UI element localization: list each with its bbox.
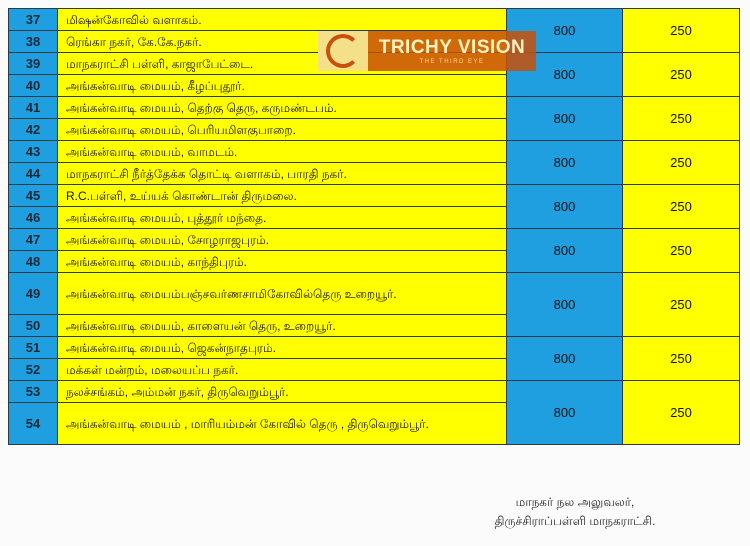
location-cell: அங்கன்வாடி மையம், கீழப்புதூர். (57, 74, 507, 97)
value-cell-1: 800 (506, 272, 623, 337)
table-row: 45 R.C.பள்ளி, உய்யக் கொண்டான் திருமலை. 800… (8, 184, 740, 229)
location-cell: மாநகராட்சி நீர்த்தேக்க தொட்டி வளாகம், பா… (57, 162, 507, 185)
value-cell-2: 250 (622, 380, 740, 445)
value-cell-2: 250 (622, 8, 740, 53)
serial-number: 51 (8, 336, 58, 359)
location-cell: அங்கன்வாடி மையம், தெற்கு தெரு, கருமண்டபம… (57, 96, 507, 119)
location-cell: R.C.பள்ளி, உய்யக் கொண்டான் திருமலை. (57, 184, 507, 207)
value-cell-1: 800 (506, 140, 623, 185)
camp-table: 37 மிஷன்கோவில் வளாகம். 800 250 38 ரெங்கா நகர்… (8, 8, 740, 445)
serial-number: 49 (8, 272, 58, 315)
location-cell: அங்கன்வாடி மையம், சோழராஜபுரம். (57, 228, 507, 251)
serial-number: 48 (8, 250, 58, 273)
serial-number: 38 (8, 30, 58, 53)
value-cell-1: 800 (506, 380, 623, 445)
watermark-title: TRICHY VISION (378, 37, 526, 58)
value-cell-2: 250 (622, 336, 740, 381)
serial-number: 41 (8, 96, 58, 119)
signature-line-2: திருச்சிராப்பள்ளி மாநகராட்சி. (494, 514, 656, 528)
serial-number: 40 (8, 74, 58, 97)
value-cell-2: 250 (622, 184, 740, 229)
value-cell-2: 250 (622, 96, 740, 141)
location-cell: மக்கள் மன்றம், மலையப்ப நகர். (57, 358, 507, 381)
signature-block: மாநகர் நல அலுவலர், திருச்சிராப்பள்ளி மாந… (470, 493, 680, 531)
value-cell-2: 250 (622, 228, 740, 273)
serial-number: 42 (8, 118, 58, 141)
value-cell-1: 800 (506, 336, 623, 381)
location-cell: நலச்சங்கம், அம்மன் நகர், திருவெறும்பூர். (57, 380, 507, 403)
serial-number: 43 (8, 140, 58, 163)
watermark-tagline: THE THIRD EYE (419, 59, 485, 65)
location-cell: அங்கன்வாடி மையம், காந்திபுரம். (57, 250, 507, 273)
serial-number: 54 (8, 402, 58, 445)
serial-number: 53 (8, 380, 58, 403)
table-row: 37 மிஷன்கோவில் வளாகம். 800 250 (8, 8, 740, 53)
location-cell: அங்கன்வாடி மையம்பஞ்சவர்ணசாமிகோவில்தெரு உ… (57, 272, 507, 315)
location-cell: மிஷன்கோவில் வளாகம். (57, 8, 507, 31)
table-row: 54 அங்கன்வாடி மையம் , மாரியம்மன் கோவில் த… (8, 402, 740, 445)
table-row: 47 அங்கன்வாடி மையம், சோழராஜபுரம். 800 250 (8, 228, 740, 273)
serial-number: 47 (8, 228, 58, 251)
serial-number: 45 (8, 184, 58, 207)
table-row: 51 அங்கன்வாடி மையம், ஜெகன்நாதபுரம். 800 250 (8, 336, 740, 381)
table-row: 44 மாநகராட்சி நீர்த்தேக்க தொட்டி வளாகம், … (8, 162, 740, 185)
table-row: 46 அங்கன்வாடி மையம், புத்தூர் மந்தை. (8, 206, 740, 229)
location-cell: அங்கன்வாடி மையம், வாமடம். (57, 140, 507, 163)
table-row: 43 அங்கன்வாடி மையம், வாமடம். 800 250 (8, 140, 740, 185)
table-row: 52 மக்கள் மன்றம், மலையப்ப நகர். (8, 358, 740, 381)
value-cell-1: 800 (506, 184, 623, 229)
signature-line-1: மாநகர் நல அலுவலர், (515, 495, 635, 509)
value-cell-1: 800 (506, 228, 623, 273)
table-row: 41 அங்கன்வாடி மையம், தெற்கு தெரு, கருமண்ட… (8, 96, 740, 141)
table-row: 50 அங்கன்வாடி மையம், காளையன் தெரு, உறையூர… (8, 314, 740, 337)
serial-number: 37 (8, 8, 58, 31)
location-cell: அங்கன்வாடி மையம், ஜெகன்நாதபுரம். (57, 336, 507, 359)
serial-number: 44 (8, 162, 58, 185)
table-row: 42 அங்கன்வாடி மையம், பெரியமிளகுபாறை. (8, 118, 740, 141)
value-cell-2: 250 (622, 140, 740, 185)
location-cell: அங்கன்வாடி மையம், காளையன் தெரு, உறையூர். (57, 314, 507, 337)
serial-number: 52 (8, 358, 58, 381)
serial-number: 39 (8, 52, 58, 75)
location-cell: அங்கன்வாடி மையம், பெரியமிளகுபாறை. (57, 118, 507, 141)
location-cell: அங்கன்வாடி மையம், புத்தூர் மந்தை. (57, 206, 507, 229)
serial-number: 50 (8, 314, 58, 337)
table-row: 49 அங்கன்வாடி மையம்பஞ்சவர்ணசாமிகோவில்தெரு… (8, 272, 740, 337)
value-cell-1: 800 (506, 96, 623, 141)
watermark-logo: TRICHY VISION THE THIRD EYE (318, 31, 536, 71)
serial-number: 46 (8, 206, 58, 229)
eye-logo-icon (318, 31, 368, 71)
value-cell-2: 250 (622, 52, 740, 97)
location-cell: அங்கன்வாடி மையம் , மாரியம்மன் கோவில் தெர… (57, 402, 507, 445)
table-row: 53 நலச்சங்கம், அம்மன் நகர், திருவெறும்பூர… (8, 380, 740, 445)
value-cell-2: 250 (622, 272, 740, 337)
